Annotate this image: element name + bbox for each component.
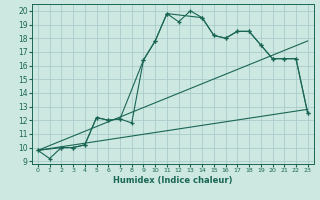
X-axis label: Humidex (Indice chaleur): Humidex (Indice chaleur) xyxy=(113,176,233,185)
